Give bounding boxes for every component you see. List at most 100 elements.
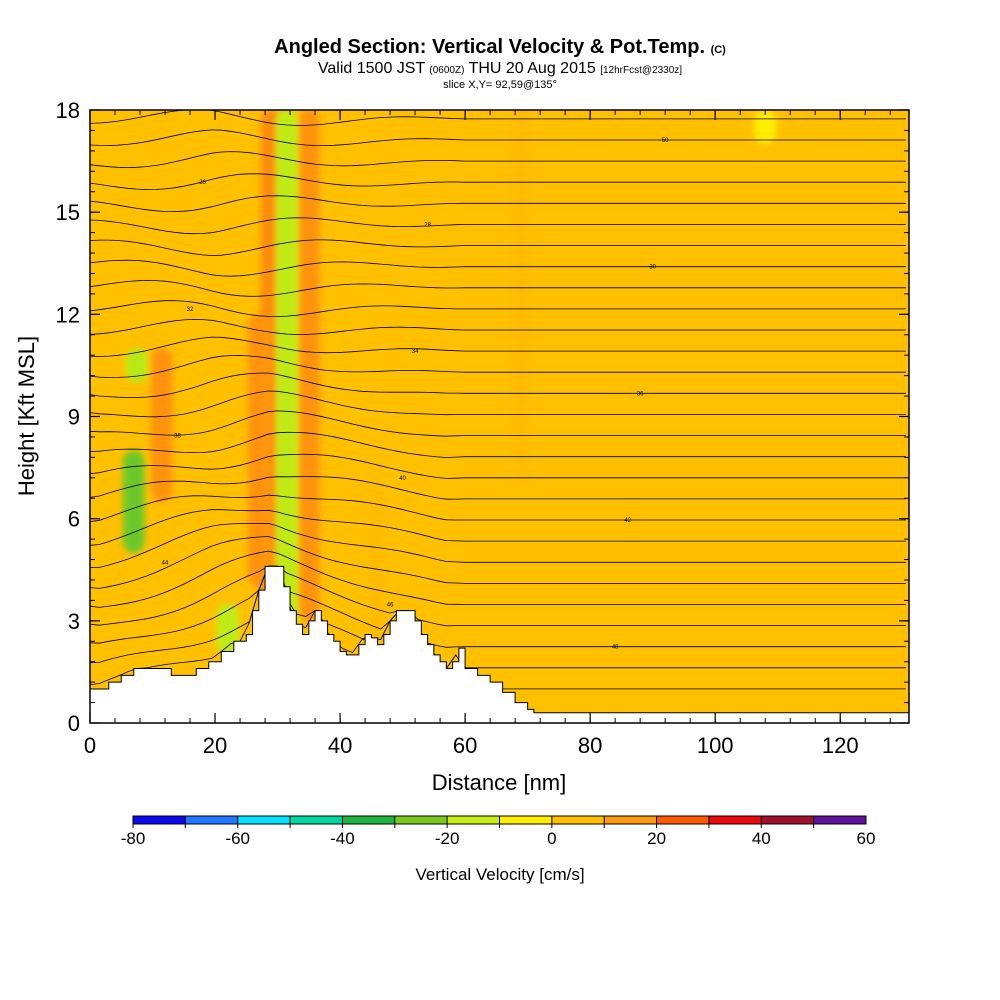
velocity-cell xyxy=(366,484,389,638)
x-tick-label: 40 xyxy=(328,733,352,758)
velocity-cell xyxy=(216,603,239,655)
colorbar-tick-label: 40 xyxy=(752,829,771,848)
isentrope-lines: 504846444240383634323028265048 xyxy=(90,89,906,693)
colorbar-tick-label: -40 xyxy=(330,829,355,848)
colorbar-tick-label: -80 xyxy=(121,829,146,848)
velocity-cell xyxy=(275,110,299,706)
velocity-cell xyxy=(122,450,146,553)
velocity-cell xyxy=(297,110,321,621)
isentrope-line xyxy=(90,110,906,126)
chart-title: Angled Section: Vertical Velocity & Pot.… xyxy=(0,36,1000,61)
y-axis-label: Height [Kft MSL] xyxy=(14,336,39,496)
title-text: Angled Section: Vertical Velocity & Pot.… xyxy=(274,36,705,58)
isentrope-line xyxy=(90,453,906,479)
colorbar-tick-label: -60 xyxy=(225,829,250,848)
isentrope-line xyxy=(90,355,906,378)
isentrope-label: 48 xyxy=(437,96,444,102)
isentrope-label: 36 xyxy=(637,391,644,397)
isentrope-line xyxy=(90,550,906,608)
colorbar-swatch xyxy=(499,816,552,824)
isentrope-line xyxy=(90,509,906,546)
chart-subtitle: Valid 1500 JST (0600Z) THU 20 Aug 2015 [… xyxy=(0,61,1000,79)
colorbar-tick-label: 0 xyxy=(547,829,556,848)
isentrope-line xyxy=(90,565,906,648)
isentrope-label: 32 xyxy=(187,307,194,313)
y-tick-label: 3 xyxy=(68,609,80,634)
velocity-cell xyxy=(247,314,271,587)
isentrope-line xyxy=(90,565,906,670)
isentrope-line xyxy=(90,522,906,568)
colorbar-tick-label: 20 xyxy=(647,829,666,848)
velocity-cell xyxy=(510,110,533,485)
isentrope-line xyxy=(90,494,906,523)
velocity-cell xyxy=(753,110,777,145)
chart-titles: Angled Section: Vertical Velocity & Pot.… xyxy=(0,36,1000,91)
isentrope-label: 40 xyxy=(399,476,406,482)
valid-zulu: (0600Z) xyxy=(429,65,465,76)
colorbar-swatch xyxy=(604,816,657,824)
isentrope-label: 44 xyxy=(162,560,169,566)
colorbar-tick-label: 60 xyxy=(857,829,876,848)
x-tick-label: 0 xyxy=(84,733,96,758)
valid-time: Valid 1500 JST xyxy=(317,60,425,77)
y-tick-label: 12 xyxy=(56,302,80,327)
y-tick-label: 6 xyxy=(68,507,80,532)
slice-info: slice X,Y= 92,59@135° xyxy=(443,79,557,91)
colorbar-swatch xyxy=(290,816,343,824)
isentrope-line xyxy=(90,536,906,589)
isentrope-line xyxy=(90,89,906,105)
x-tick-label: 120 xyxy=(822,733,859,758)
colorbar-swatch xyxy=(551,816,605,824)
isentrope-line xyxy=(90,336,906,357)
isentrope-label: 46 xyxy=(387,602,394,608)
field-background xyxy=(90,110,909,723)
isentrope-line xyxy=(90,300,906,317)
isentrope-line xyxy=(90,217,906,235)
isentrope-label: 38 xyxy=(174,434,181,440)
isentrope-label: 30 xyxy=(649,265,656,271)
colorbar-swatch xyxy=(761,816,814,824)
velocity-field xyxy=(90,110,909,723)
isentrope-line xyxy=(90,410,906,437)
colorbar-swatch xyxy=(342,816,395,824)
isentrope-label: 34 xyxy=(412,349,419,355)
isentrope-line xyxy=(90,129,906,147)
colorbar-swatch xyxy=(708,816,762,824)
isentrope-line xyxy=(90,259,906,277)
y-tick-label: 0 xyxy=(68,711,80,736)
colorbar-swatch xyxy=(813,816,866,824)
isentrope-line xyxy=(90,151,906,169)
colorbar-label: Vertical Velocity [cm/s] xyxy=(415,865,584,884)
x-tick-label: 60 xyxy=(453,733,477,758)
isentrope-label: 48 xyxy=(612,645,619,651)
velocity-cell xyxy=(125,348,149,383)
colorbar-swatch xyxy=(656,816,709,824)
valid-date: THU 20 Aug 2015 xyxy=(468,60,596,77)
velocity-cell xyxy=(150,348,174,502)
isentrope-label: 26 xyxy=(199,180,206,186)
isentrope-label: 50 xyxy=(662,138,669,144)
isentrope-line xyxy=(90,476,906,500)
terrain-mask xyxy=(89,565,910,724)
colorbar-swatch xyxy=(185,816,238,824)
isentrope-line xyxy=(90,372,906,398)
colorbar-swatch xyxy=(237,816,291,824)
x-tick-label: 80 xyxy=(578,733,602,758)
colorbar-frame xyxy=(132,815,867,825)
x-axis-label: Distance [nm] xyxy=(432,770,567,795)
isentrope-line xyxy=(90,239,906,257)
isentrope-line xyxy=(90,565,906,627)
x-tick-label: 100 xyxy=(697,733,734,758)
title-suffix: (C) xyxy=(710,44,726,56)
colorbar-swatch xyxy=(394,816,448,824)
forecast-info: [12hrFcst@2330z] xyxy=(600,65,683,76)
y-tick-label: 9 xyxy=(68,405,80,430)
x-tick-label: 20 xyxy=(203,733,227,758)
colorbar-tick-label: -20 xyxy=(435,829,460,848)
isentrope-line xyxy=(90,390,906,418)
y-tick-label: 18 xyxy=(56,98,80,123)
isentrope-label: 28 xyxy=(424,222,431,228)
colorbar-swatch xyxy=(447,816,500,824)
